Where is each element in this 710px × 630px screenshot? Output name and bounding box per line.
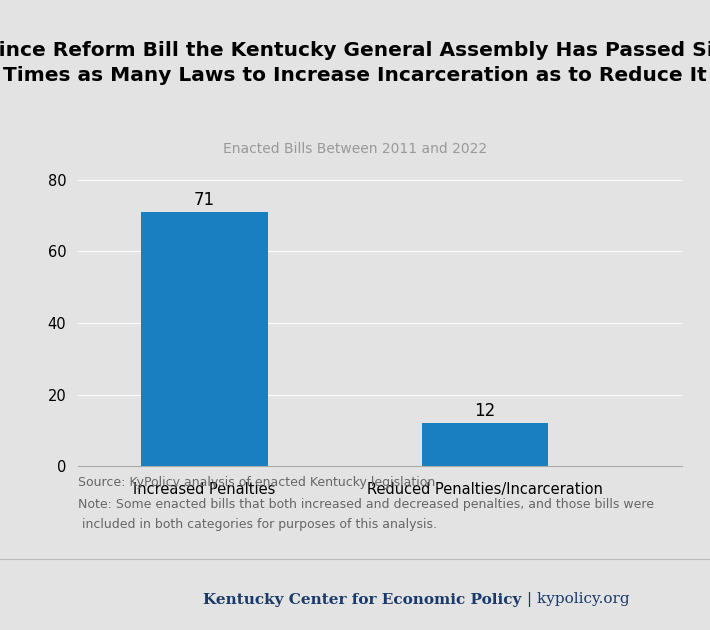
Bar (422, 423, 548, 466)
Text: Note: Some enacted bills that both increased and decreased penalties, and those : Note: Some enacted bills that both incre… (78, 498, 654, 511)
Text: 12: 12 (474, 403, 496, 420)
Text: Kentucky Center for Economic Policy: Kentucky Center for Economic Policy (204, 593, 522, 607)
Text: Since Reform Bill the Kentucky General Assembly Has Passed Six
Times as Many Law: Since Reform Bill the Kentucky General A… (0, 41, 710, 85)
Text: | kypolicy.org: | kypolicy.org (522, 592, 630, 607)
Bar (141, 212, 268, 466)
Text: 71: 71 (194, 191, 215, 209)
Text: Source: KyPolicy analysis of enacted Kentucky legislation.: Source: KyPolicy analysis of enacted Ken… (78, 476, 439, 489)
Text: included in both categories for purposes of this analysis.: included in both categories for purposes… (78, 518, 437, 531)
Text: Enacted Bills Between 2011 and 2022: Enacted Bills Between 2011 and 2022 (223, 142, 487, 156)
